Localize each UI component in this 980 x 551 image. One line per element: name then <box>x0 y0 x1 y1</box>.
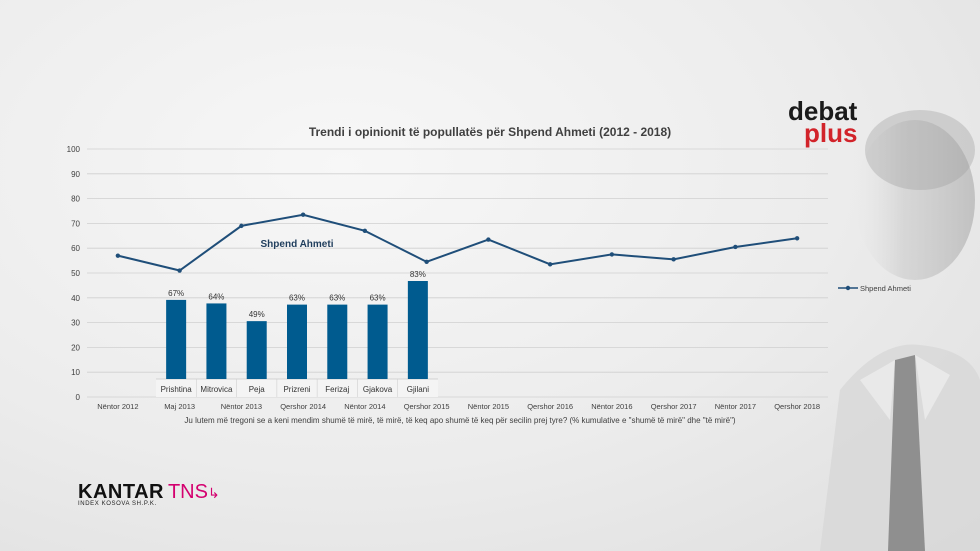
bar-category-label: Ferizaj <box>325 385 349 394</box>
footnote: Ju lutem më tregoni se a keni mendim shu… <box>184 416 736 425</box>
series-point <box>486 237 491 242</box>
kantar-subtitle: INDEX KOSOVA SH.P.K. <box>78 501 157 507</box>
legend-label: Shpend Ahmeti <box>860 284 911 293</box>
y-tick-label: 90 <box>71 170 80 179</box>
x-tick-label: Qershor 2016 <box>527 402 573 411</box>
x-tick-label: Nëntor 2017 <box>715 402 756 411</box>
x-tick-label: Qershor 2015 <box>404 402 450 411</box>
x-tick-label: Nëntor 2012 <box>97 402 138 411</box>
series-point <box>300 212 306 217</box>
series-line <box>117 213 798 272</box>
logo-plus-text: plus <box>804 118 857 148</box>
bar-value-label: 63% <box>289 294 305 303</box>
person-photo <box>820 110 980 551</box>
kantar-text: KANTAR <box>78 481 164 503</box>
bar <box>246 321 267 379</box>
trend-line <box>115 212 800 273</box>
tns-text: TNS <box>167 481 208 503</box>
bar-category-label: Gjilani <box>407 385 429 394</box>
bar <box>327 304 348 379</box>
y-tick-label: 100 <box>67 145 81 154</box>
y-tick-label: 0 <box>76 393 81 402</box>
bar-category-label: Peja <box>249 385 266 394</box>
bar <box>166 299 187 379</box>
bar-category-label: Prishtina <box>161 385 193 394</box>
bar-value-label: 63% <box>370 294 386 303</box>
chart-title: Trendi i opinionit të popullatës për Shp… <box>308 125 672 139</box>
bar <box>407 281 428 379</box>
x-tick-label: Nëntor 2013 <box>221 402 262 411</box>
x-tick-label: Nëntor 2014 <box>344 402 385 411</box>
bar-value-label: 63% <box>329 294 345 303</box>
bar-value-label: 67% <box>168 289 184 298</box>
bar-category-label: Mitrovica <box>200 385 233 394</box>
grid-lines <box>87 148 828 398</box>
y-tick-label: 60 <box>71 244 80 253</box>
legend-marker <box>845 285 851 291</box>
bar-category-label: Gjakova <box>363 385 393 394</box>
series-point <box>609 252 615 257</box>
y-tick-label: 70 <box>71 219 80 228</box>
logo-debat-text: debat <box>788 96 858 126</box>
x-tick-label: Qershor 2014 <box>280 402 326 411</box>
bar <box>206 303 227 379</box>
tns-arrow-icon: ↳ <box>207 485 220 501</box>
y-tick-label: 30 <box>71 319 80 328</box>
bar-axis-strip <box>156 379 438 397</box>
x-tick-label: Nëntor 2015 <box>468 402 509 411</box>
legend: Shpend Ahmeti <box>838 284 911 293</box>
series-point <box>671 257 676 262</box>
bar-value-label: 83% <box>410 270 426 279</box>
y-tick-label: 40 <box>71 294 80 303</box>
x-axis-ticks: Nëntor 2012 Maj 2013 Nëntor 2013 Qershor 20… <box>97 402 820 411</box>
x-tick-label: Maj 2013 <box>164 402 195 411</box>
debat-plus-logo: debat plus <box>788 96 858 148</box>
y-tick-label: 10 <box>71 368 80 377</box>
bar-value-label: 64% <box>208 292 224 301</box>
x-tick-label: Qershor 2018 <box>774 402 820 411</box>
series-point <box>794 236 800 241</box>
y-axis-ticks: 0 10 20 30 40 50 60 70 80 90 100 <box>67 145 81 402</box>
bar-category-label: Prizreni <box>283 385 310 394</box>
series-point <box>547 262 553 267</box>
series-point <box>239 223 244 229</box>
x-tick-label: Qershor 2017 <box>651 402 697 411</box>
bar <box>287 304 307 379</box>
bar-value-label: 49% <box>249 310 265 319</box>
y-tick-label: 80 <box>71 195 80 204</box>
x-tick-label: Nëntor 2016 <box>591 402 632 411</box>
bar <box>367 304 388 379</box>
series-point <box>424 259 429 265</box>
series-point <box>733 244 738 250</box>
series-annotation: Shpend Ahmeti <box>261 239 334 250</box>
y-tick-label: 20 <box>71 343 80 352</box>
y-tick-label: 50 <box>71 269 80 278</box>
series-point <box>115 253 121 258</box>
inset-bar-chart: 67% Prishtina 64% Mitrovica 49% Peja 63% Prizre… <box>156 270 438 397</box>
series-point <box>362 228 368 234</box>
kantar-logo: KANTAR TNS↳ INDEX KOSOVA SH.P.K. <box>78 481 220 507</box>
series-point <box>177 268 182 273</box>
